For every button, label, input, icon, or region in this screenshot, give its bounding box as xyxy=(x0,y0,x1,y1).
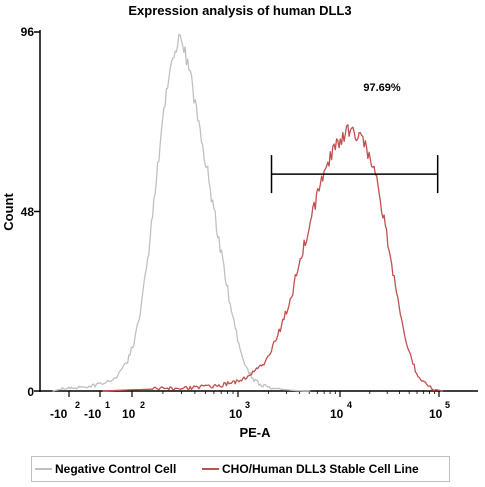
x-tick-label-10-4: 10 xyxy=(330,407,344,421)
x-axis-label: PE-A xyxy=(239,425,271,440)
y-tick-marks xyxy=(34,31,40,392)
x-tick-labels: -10 2 -10 1 10 2 10 3 10 4 10 5 xyxy=(50,400,450,421)
legend-label-negative-control: Negative Control Cell xyxy=(55,462,176,476)
gate-percentage-label: 97.69% xyxy=(363,82,401,94)
chart-title: Expression analysis of human DLL3 xyxy=(128,3,351,18)
x-tick-label-10-2: 10 xyxy=(122,407,136,421)
y-tick-labels: 0 48 96 xyxy=(21,25,35,399)
legend: Negative Control Cell CHO/Human DLL3 Sta… xyxy=(31,456,450,482)
legend-label-dll3-stable-line: CHO/Human DLL3 Stable Cell Line xyxy=(222,462,419,476)
x-tick-exp-neg-10-1: 1 xyxy=(105,400,110,410)
x-tick-exp-neg-10-2: 2 xyxy=(75,400,80,410)
plot-area xyxy=(34,30,478,397)
legend-box xyxy=(31,456,450,482)
y-tick-label-0: 0 xyxy=(27,385,34,399)
y-tick-label-48: 48 xyxy=(21,205,35,219)
x-tick-exp-10-2: 2 xyxy=(140,400,145,410)
series-layer xyxy=(52,33,444,392)
gate-layer xyxy=(270,155,439,194)
x-tick-exp-10-4: 4 xyxy=(347,400,352,410)
series-line-0 xyxy=(52,33,311,392)
x-tick-label-neg-10-2: -10 xyxy=(50,407,68,421)
x-tick-exp-10-3: 3 xyxy=(245,400,250,410)
x-tick-label-10-5: 10 xyxy=(429,407,443,421)
x-tick-label-10-3: 10 xyxy=(229,407,243,421)
y-axis-label: Count xyxy=(1,193,16,231)
series-line-1 xyxy=(102,124,444,392)
y-tick-label-96: 96 xyxy=(21,25,35,39)
x-tick-exp-10-5: 5 xyxy=(445,400,450,410)
x-tick-marks xyxy=(68,391,440,397)
x-tick-label-neg-10-1: -10 xyxy=(84,407,102,421)
